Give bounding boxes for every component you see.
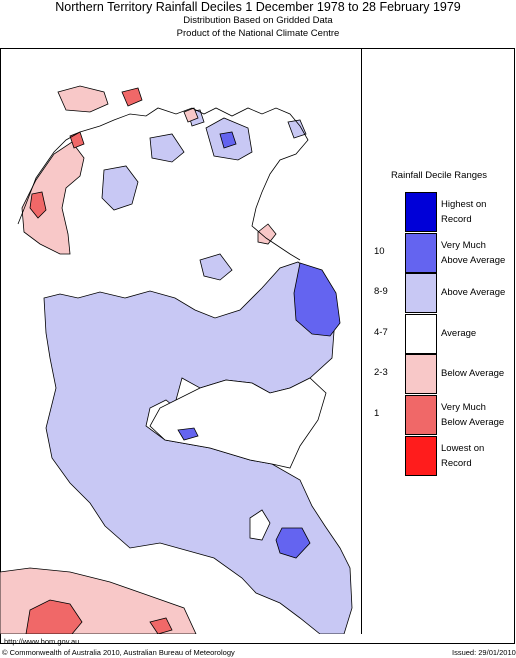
region-below-average-coast: [257, 223, 277, 245]
legend-label: Below Average: [441, 368, 505, 380]
region-below-average-northeast: [183, 107, 199, 123]
region-very-much-above-centre: [177, 427, 199, 441]
region-very-much-above-south: [275, 527, 311, 559]
legend-swatch: [405, 354, 437, 395]
legend-swatch: [405, 313, 437, 354]
region-very-much-below-south: [25, 599, 83, 634]
region-average-east: [149, 377, 327, 469]
legend-label: Lowest on Record: [441, 442, 485, 469]
map-subtitle-product: Product of the National Climate Centre: [176, 28, 340, 39]
legend-title: Rainfall Decile Ranges: [390, 170, 488, 181]
region-average-small: [249, 509, 271, 541]
rainfall-decile-map: [0, 48, 362, 634]
legend-label: Very Much Below Average: [441, 402, 505, 428]
legend-swatch: [405, 232, 437, 273]
legend-swatch: [405, 192, 437, 232]
footer-issued: Issued: 29/01/2010: [452, 648, 516, 657]
legend-label: Very Much Above Average: [441, 239, 506, 266]
region-very-much-above-topend: [219, 131, 237, 149]
legend-decile-code: 2-3: [374, 367, 388, 379]
footer-copyright: © Commonwealth of Australia 2010, Austra…: [2, 648, 235, 657]
legend-label: Above Average: [441, 287, 506, 299]
map-title: Northern Territory Rainfall Deciles 1 De…: [55, 0, 461, 14]
legend-decile-code: 1: [374, 408, 380, 419]
legend-label: Highest on Record: [441, 199, 487, 225]
legend-decile-code: 10: [374, 245, 385, 257]
footer-url[interactable]: http://www.bom.gov.au: [4, 637, 80, 646]
map-subtitle-distribution: Distribution Based on Gridded Data: [183, 15, 333, 26]
region-very-much-below-west: [29, 191, 47, 219]
legend-swatch: [405, 435, 437, 476]
legend-decile-code: 8-9: [374, 286, 388, 298]
region-very-much-below-north: [121, 87, 143, 107]
legend-decile-code: 4-7: [374, 326, 388, 338]
coastline: [17, 107, 309, 261]
legend-swatch: [405, 273, 437, 314]
region-very-much-below-south-2: [149, 617, 173, 634]
legend-label: Average: [441, 327, 477, 339]
region-above-average-topend-6: [199, 253, 233, 281]
region-below-average-north: [57, 85, 109, 113]
legend-swatch: [405, 395, 437, 435]
region-very-much-above-east: [293, 262, 341, 337]
region-above-average-topend-1: [101, 165, 139, 211]
map-frame: [0, 48, 515, 644]
region-above-average-topend-2: [149, 133, 185, 163]
